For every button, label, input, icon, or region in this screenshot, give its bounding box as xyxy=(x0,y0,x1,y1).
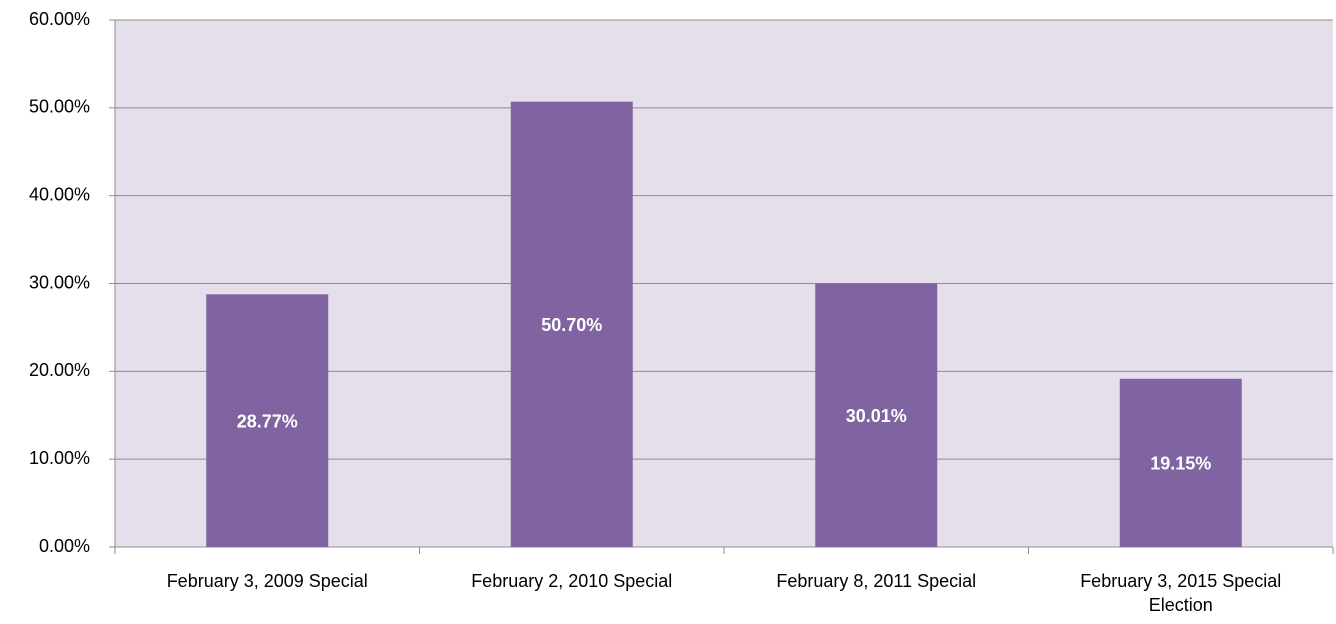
bar xyxy=(1119,378,1242,547)
y-tick-label: 40.00% xyxy=(29,184,90,204)
x-tick-label: February 3, 2015 Special Election xyxy=(1080,571,1282,615)
y-tick-label: 20.00% xyxy=(29,360,90,380)
y-tick-label: 60.00% xyxy=(29,9,90,29)
x-tick-label: February 3, 2009 Special xyxy=(166,571,368,591)
y-tick-label: 0.00% xyxy=(39,536,90,556)
y-tick-label: 30.00% xyxy=(29,272,90,292)
x-tick-label: February 2, 2010 Special xyxy=(471,571,673,591)
y-tick-label: 10.00% xyxy=(29,448,90,468)
x-tick-label: February 8, 2011 Special xyxy=(776,571,977,591)
data-label: 30.01% xyxy=(846,406,907,426)
bar xyxy=(510,101,633,547)
data-label: 50.70% xyxy=(541,315,602,335)
bar xyxy=(206,294,329,547)
bar xyxy=(815,283,938,547)
data-label: 19.15% xyxy=(1150,454,1211,474)
data-label: 28.77% xyxy=(237,411,298,431)
y-tick-label: 50.00% xyxy=(29,97,90,117)
